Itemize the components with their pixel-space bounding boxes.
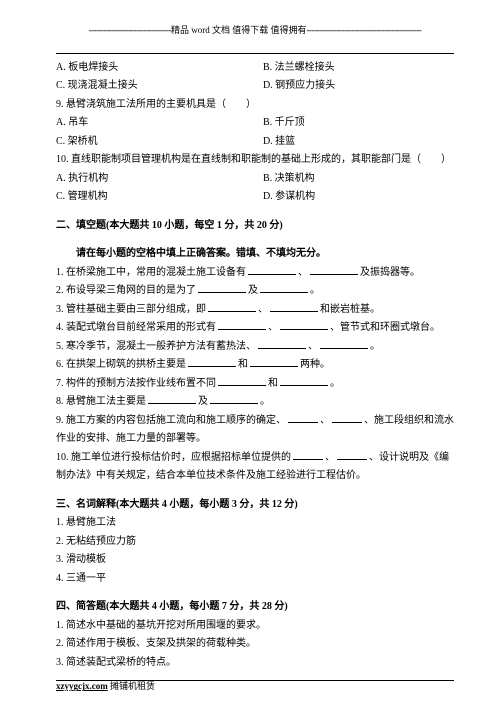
f6a: 6. 在拱架上砌筑的拱桥主要是: [56, 359, 186, 370]
blank-9-1: [288, 413, 318, 423]
banner-dashes-right: ----------------------------------------…: [307, 25, 422, 35]
f5c: 。: [370, 341, 380, 352]
blank-8-1: [148, 394, 196, 404]
page-banner: ---------------------------------精品 word…: [56, 22, 454, 39]
blank-2-2: [260, 283, 308, 293]
section2-sub: 请在每小题的空格中填上正确答案。错填、不填均无分。: [56, 245, 454, 264]
f2a: 2. 布设导梁三角网的目的是为了: [56, 285, 196, 296]
q8-row-ab: A. 板电焊接头 B. 法兰螺栓接头: [56, 59, 454, 78]
f10a: 10. 施工单位进行投标估价时，应根据招标单位提供的: [56, 452, 291, 463]
f9b: 、: [320, 415, 330, 426]
blank-9-2: [332, 413, 362, 423]
blank-4-2: [280, 320, 328, 330]
fill-7: 7. 构件的预制方法按作业线布置不同 和 。: [56, 375, 454, 394]
term-3: 3. 滑动模板: [56, 551, 454, 570]
f4b: 、: [268, 322, 278, 333]
f9a: 9. 施工方案的内容包括施工流向和施工顺序的确定、: [56, 415, 286, 426]
banner-dashes-left: ---------------------------------: [89, 25, 171, 35]
f1b: 、: [298, 267, 308, 278]
blank-6-1: [188, 357, 236, 367]
fill-5: 5. 寒冷季节，混凝土一般养护方法有蓄热法、 、 。: [56, 338, 454, 357]
q9-B: B. 千斤顶: [263, 114, 454, 133]
page-footer: xzyygcjx.com 摊铺机租赁: [56, 678, 155, 695]
f1a: 1. 在桥梁施工中，常用的混凝土施工设备有: [56, 267, 246, 278]
f5b: 、: [308, 341, 318, 352]
fill-10: 10. 施工单位进行投标估价时，应根据招标单位提供的、、设计说明及《编制办法》中…: [56, 449, 454, 486]
fill-4: 4. 装配式墩台目前经常采用的形式有 、 、管节式和环圈式墩台。: [56, 319, 454, 338]
q10-D: D. 参谋机构: [263, 188, 454, 207]
q9-stem: 9. 悬臂浇筑施工法所用的主要机具是（ ）: [56, 96, 454, 115]
q9-row-cd: C. 架桥机 D. 挂篮: [56, 133, 454, 152]
blank-2-1: [198, 283, 246, 293]
f8c: 。: [260, 396, 270, 407]
blank-7-1: [218, 376, 266, 386]
q9-C: C. 架桥机: [56, 133, 263, 152]
q9-A: A. 吊车: [56, 114, 263, 133]
q10-row-ab: A. 执行机构 B. 决策机构: [56, 170, 454, 189]
banner-text: 精品 word 文档 值得下载 值得拥有: [171, 25, 307, 35]
section4-title: 四、简答题(本大题共 4 小题，每小题 7 分，共 28 分): [56, 598, 454, 617]
f6b: 和: [238, 359, 248, 370]
short-3: 3. 简述装配式梁桥的特点。: [56, 654, 454, 673]
q8-A: A. 板电焊接头: [56, 59, 263, 78]
blank-10-2: [337, 450, 367, 460]
f7a: 7. 构件的预制方法按作业线布置不同: [56, 378, 216, 389]
top-divider: [56, 53, 454, 54]
blank-6-2: [250, 357, 298, 367]
f2c: 。: [310, 285, 320, 296]
f7b: 和: [268, 378, 278, 389]
f7c: 。: [330, 378, 340, 389]
q8-row-cd: C. 现浇混凝土接头 D. 钢预应力接头: [56, 77, 454, 96]
f5a: 5. 寒冷季节，混凝土一般养护方法有蓄热法、: [56, 341, 256, 352]
f1c: 及振捣器等。: [360, 267, 420, 278]
f3c: 和嵌岩桩基。: [320, 304, 380, 315]
fill-3: 3. 管柱基础主要由三部分组成，即 、 和嵌岩桩基。: [56, 301, 454, 320]
f4c: 、管节式和环圈式墩台。: [330, 322, 440, 333]
q8-B: B. 法兰螺栓接头: [263, 59, 454, 78]
fill-8: 8. 悬臂施工法主要是 及 。: [56, 393, 454, 412]
q9-D: D. 挂篮: [263, 133, 454, 152]
blank-10-1: [293, 450, 323, 460]
f2b: 及: [248, 285, 258, 296]
f6c: 两种。: [300, 359, 330, 370]
blank-7-2: [280, 376, 328, 386]
f3b: 、: [258, 304, 268, 315]
blank-3-1: [208, 302, 256, 312]
blank-4-1: [218, 320, 266, 330]
term-2: 2. 无粘结预应力筋: [56, 533, 454, 552]
short-2: 2. 简述作用于模板、支架及拱架的荷载种类。: [56, 635, 454, 654]
f3a: 3. 管柱基础主要由三部分组成，即: [56, 304, 206, 315]
blank-5-1: [258, 339, 306, 349]
fill-9: 9. 施工方案的内容包括施工流向和施工顺序的确定、、、施工段组织和流水作业的安排…: [56, 412, 454, 449]
blank-3-2: [270, 302, 318, 312]
short-1: 1. 简述水中基础的基坑开挖对所用围堰的要求。: [56, 617, 454, 636]
q10-A: A. 执行机构: [56, 170, 263, 189]
q10-stem: 10. 直线职能制项目管理机构是在直线制和职能制的基础上形成的，其职能部门是（ …: [56, 151, 454, 170]
blank-1-2: [310, 265, 358, 275]
footer-link[interactable]: xzyygcjx.com: [56, 681, 108, 691]
fill-2: 2. 布设导梁三角网的目的是为了 及 。: [56, 282, 454, 301]
q8-D: D. 钢预应力接头: [263, 77, 454, 96]
q10-row-cd: C. 管理机构 D. 参谋机构: [56, 188, 454, 207]
q8-C: C. 现浇混凝土接头: [56, 77, 263, 96]
q9-row-ab: A. 吊车 B. 千斤顶: [56, 114, 454, 133]
term-1: 1. 悬臂施工法: [56, 514, 454, 533]
fill-6: 6. 在拱架上砌筑的拱桥主要是 和 两种。: [56, 356, 454, 375]
blank-8-2: [210, 394, 258, 404]
f8a: 8. 悬臂施工法主要是: [56, 396, 146, 407]
blank-1-1: [248, 265, 296, 275]
footer-text: 摊铺机租赁: [108, 681, 155, 691]
fill-1: 1. 在桥梁施工中，常用的混凝土施工设备有 、 及振捣器等。: [56, 264, 454, 283]
section3-title: 三、名词解释(本大题共 4 小题，每小题 3 分，共 12 分): [56, 496, 454, 515]
term-4: 4. 三通一平: [56, 570, 454, 589]
blank-5-2: [320, 339, 368, 349]
q10-B: B. 决策机构: [263, 170, 454, 189]
section2-title: 二、填空题(本大题共 10 小题，每空 1 分，共 20 分): [56, 217, 454, 236]
q10-C: C. 管理机构: [56, 188, 263, 207]
f10b: 、: [325, 452, 335, 463]
f4a: 4. 装配式墩台目前经常采用的形式有: [56, 322, 216, 333]
f8b: 及: [198, 396, 208, 407]
